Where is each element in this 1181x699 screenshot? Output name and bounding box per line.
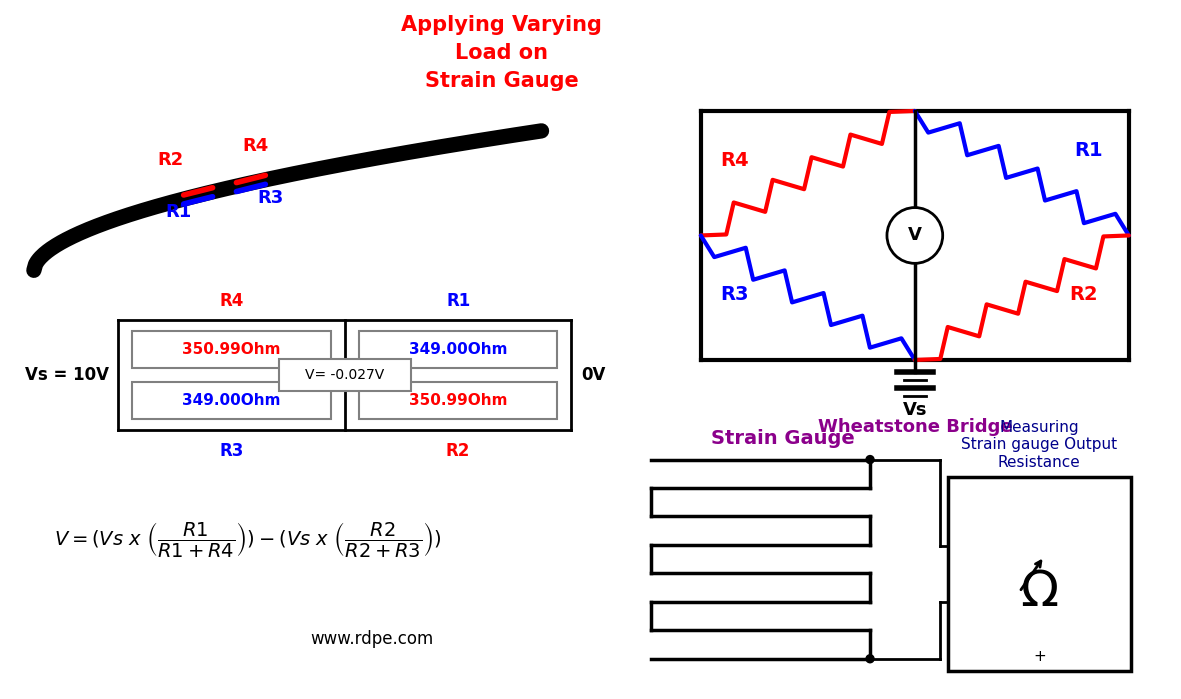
Text: Vs = 10V: Vs = 10V bbox=[25, 366, 109, 384]
Text: Vs: Vs bbox=[902, 401, 927, 419]
Text: Load on: Load on bbox=[455, 43, 548, 63]
Text: $V = (Vs\ x\ \left(\dfrac{R1}{R1+R4}\right)) - (Vs\ x\ \left(\dfrac{R2}{R2+R3}\r: $V = (Vs\ x\ \left(\dfrac{R1}{R1+R4}\rig… bbox=[54, 520, 442, 559]
Text: R3: R3 bbox=[720, 285, 749, 304]
Text: www.rdpe.com: www.rdpe.com bbox=[311, 630, 433, 648]
Text: 349.00Ohm: 349.00Ohm bbox=[409, 342, 508, 357]
Text: R4: R4 bbox=[220, 292, 244, 310]
Text: Strain Gauge: Strain Gauge bbox=[425, 71, 579, 91]
FancyBboxPatch shape bbox=[132, 331, 331, 368]
Text: R2: R2 bbox=[157, 152, 183, 169]
Text: R1: R1 bbox=[1074, 140, 1103, 160]
Text: +: + bbox=[1033, 649, 1045, 664]
Text: V= -0.027V: V= -0.027V bbox=[306, 368, 385, 382]
Text: R4: R4 bbox=[720, 151, 750, 170]
Circle shape bbox=[866, 655, 874, 663]
Text: R1: R1 bbox=[446, 292, 470, 310]
Text: 350.99Ohm: 350.99Ohm bbox=[183, 342, 281, 357]
FancyBboxPatch shape bbox=[279, 359, 411, 391]
Text: R3: R3 bbox=[220, 442, 244, 460]
Circle shape bbox=[887, 208, 942, 264]
Text: 0V: 0V bbox=[581, 366, 606, 384]
Circle shape bbox=[866, 456, 874, 463]
Text: R2: R2 bbox=[1069, 285, 1098, 304]
Text: $\Omega$: $\Omega$ bbox=[1020, 568, 1058, 616]
Text: R2: R2 bbox=[446, 442, 470, 460]
Text: Applying Varying: Applying Varying bbox=[402, 15, 602, 35]
Text: R4: R4 bbox=[243, 137, 269, 155]
Text: 350.99Ohm: 350.99Ohm bbox=[409, 393, 508, 408]
Text: 349.00Ohm: 349.00Ohm bbox=[183, 393, 281, 408]
FancyBboxPatch shape bbox=[947, 477, 1131, 671]
Text: R1: R1 bbox=[165, 203, 191, 222]
Text: V: V bbox=[908, 226, 921, 245]
Text: R3: R3 bbox=[257, 189, 283, 207]
FancyBboxPatch shape bbox=[359, 382, 557, 419]
FancyBboxPatch shape bbox=[132, 382, 331, 419]
Text: Strain Gauge: Strain Gauge bbox=[711, 428, 855, 447]
Text: Wheatstone Bridge: Wheatstone Bridge bbox=[817, 418, 1012, 435]
Text: Measuring
Strain gauge Output
Resistance: Measuring Strain gauge Output Resistance bbox=[961, 419, 1117, 470]
FancyBboxPatch shape bbox=[359, 331, 557, 368]
